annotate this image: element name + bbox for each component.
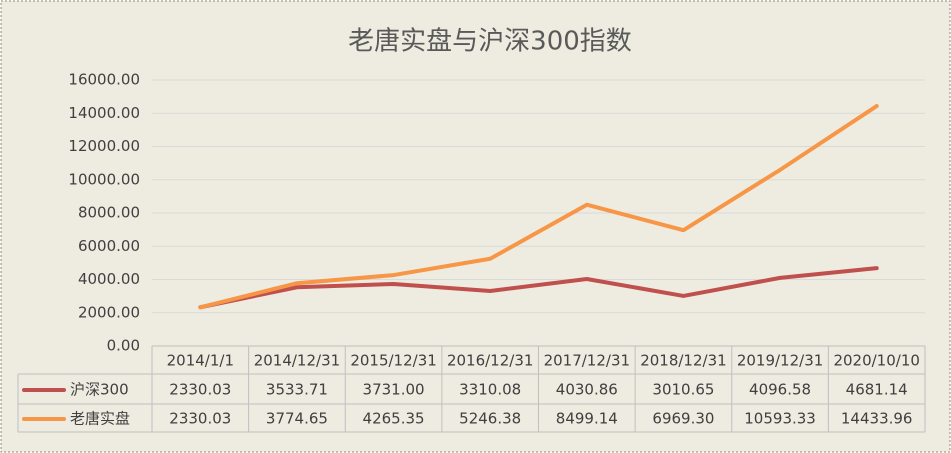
table-value: 4681.14: [846, 381, 908, 399]
table-value: 3310.08: [459, 381, 521, 399]
y-tick-label: 12000.00: [68, 137, 140, 155]
table-value: 3731.00: [363, 381, 425, 399]
y-tick-label: 4000.00: [78, 270, 140, 288]
table-value: 4265.35: [363, 410, 425, 428]
y-tick-label: 0.00: [107, 337, 140, 355]
x-tick-label: 2014/12/31: [254, 352, 340, 370]
y-tick-label: 2000.00: [78, 303, 140, 321]
table-value: 10593.33: [744, 410, 816, 428]
series-line: [198, 104, 879, 310]
x-tick-label: 2019/12/31: [737, 352, 823, 370]
y-tick-label: 14000.00: [68, 104, 140, 122]
table-value: 3774.65: [266, 410, 328, 428]
table-value: 4030.86: [556, 381, 618, 399]
x-tick-label: 2018/12/31: [640, 352, 726, 370]
x-tick-label: 2015/12/31: [350, 352, 436, 370]
table-value: 3533.71: [266, 381, 328, 399]
table-value: 3010.65: [652, 381, 714, 399]
x-tick-label: 2020/10/10: [833, 352, 919, 370]
table-value: 4096.58: [749, 381, 811, 399]
series-line: [198, 266, 879, 310]
y-tick-label: 6000.00: [78, 237, 140, 255]
table-value: 2330.03: [169, 410, 231, 428]
chart-title: 老唐实盘与沪深300指数: [348, 27, 632, 57]
table-value: 2330.03: [169, 381, 231, 399]
y-tick-label: 10000.00: [68, 170, 140, 188]
x-tick-label: 2017/12/31: [544, 352, 630, 370]
table-value: 5246.38: [459, 410, 521, 428]
table-value: 8499.14: [556, 410, 618, 428]
legend-label: 沪深300: [70, 381, 129, 399]
legend-label: 老唐实盘: [70, 410, 130, 428]
table-value: 14433.96: [841, 410, 913, 428]
x-tick-label: 2014/1/1: [167, 352, 234, 370]
x-tick-label: 2016/12/31: [447, 352, 533, 370]
y-tick-label: 8000.00: [78, 204, 140, 222]
table-value: 6969.30: [652, 410, 714, 428]
y-tick-label: 16000.00: [68, 71, 140, 89]
